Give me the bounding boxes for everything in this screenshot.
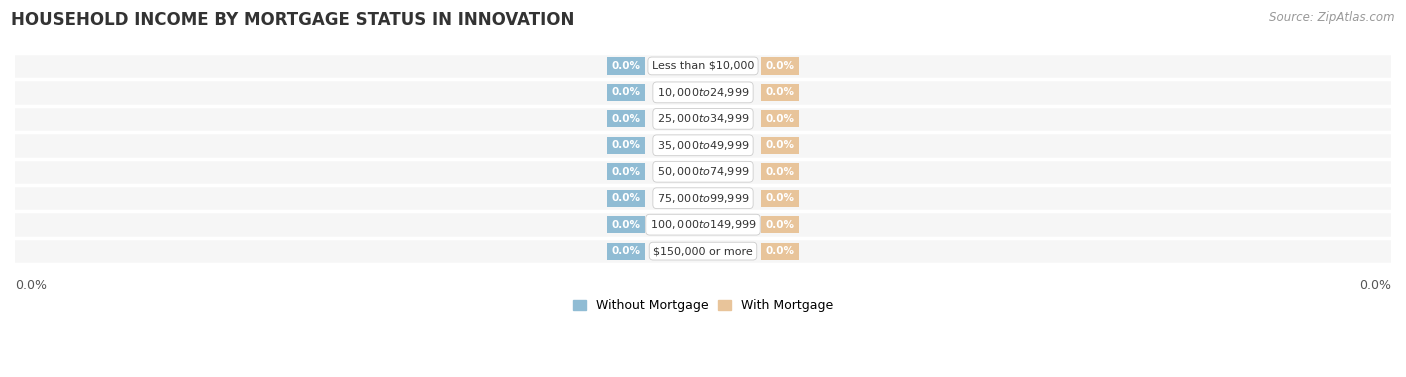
Text: $100,000 to $149,999: $100,000 to $149,999 [650, 218, 756, 231]
Bar [15, 185, 1391, 211]
Text: 0.0%: 0.0% [612, 140, 640, 150]
Text: 0.0%: 0.0% [612, 193, 640, 203]
Bar [762, 137, 800, 154]
Text: 0.0%: 0.0% [612, 246, 640, 256]
Bar [762, 57, 800, 75]
Bar [606, 163, 644, 180]
Bar [606, 242, 644, 260]
Bar [762, 84, 800, 101]
Text: 0.0%: 0.0% [1360, 279, 1391, 292]
Bar [15, 79, 1391, 106]
Bar [606, 84, 644, 101]
Bar [15, 53, 1391, 79]
Text: 0.0%: 0.0% [766, 193, 794, 203]
Bar [762, 216, 800, 233]
Text: HOUSEHOLD INCOME BY MORTGAGE STATUS IN INNOVATION: HOUSEHOLD INCOME BY MORTGAGE STATUS IN I… [11, 11, 575, 29]
Bar [15, 132, 1391, 158]
Text: $10,000 to $24,999: $10,000 to $24,999 [657, 86, 749, 99]
Text: 0.0%: 0.0% [612, 61, 640, 71]
Text: $50,000 to $74,999: $50,000 to $74,999 [657, 165, 749, 178]
Bar [606, 110, 644, 127]
Bar [15, 106, 1391, 132]
Text: Source: ZipAtlas.com: Source: ZipAtlas.com [1270, 11, 1395, 24]
Bar [762, 190, 800, 207]
Bar [762, 110, 800, 127]
Text: 0.0%: 0.0% [766, 114, 794, 124]
Bar [15, 238, 1391, 264]
Legend: Without Mortgage, With Mortgage: Without Mortgage, With Mortgage [568, 294, 838, 317]
Text: $35,000 to $49,999: $35,000 to $49,999 [657, 139, 749, 152]
Text: $75,000 to $99,999: $75,000 to $99,999 [657, 192, 749, 205]
Bar [15, 158, 1391, 185]
Text: 0.0%: 0.0% [766, 140, 794, 150]
Text: 0.0%: 0.0% [766, 167, 794, 177]
Text: 0.0%: 0.0% [766, 87, 794, 97]
Bar [762, 242, 800, 260]
Text: 0.0%: 0.0% [766, 61, 794, 71]
Text: 0.0%: 0.0% [766, 246, 794, 256]
Text: $150,000 or more: $150,000 or more [654, 246, 752, 256]
Bar [606, 190, 644, 207]
Text: 0.0%: 0.0% [766, 220, 794, 230]
Text: Less than $10,000: Less than $10,000 [652, 61, 754, 71]
Bar [606, 57, 644, 75]
Bar [762, 163, 800, 180]
Text: $25,000 to $34,999: $25,000 to $34,999 [657, 112, 749, 125]
Bar [15, 211, 1391, 238]
Bar [606, 216, 644, 233]
Text: 0.0%: 0.0% [612, 87, 640, 97]
Text: 0.0%: 0.0% [612, 167, 640, 177]
Text: 0.0%: 0.0% [612, 114, 640, 124]
Text: 0.0%: 0.0% [612, 220, 640, 230]
Text: 0.0%: 0.0% [15, 279, 46, 292]
Bar [606, 137, 644, 154]
